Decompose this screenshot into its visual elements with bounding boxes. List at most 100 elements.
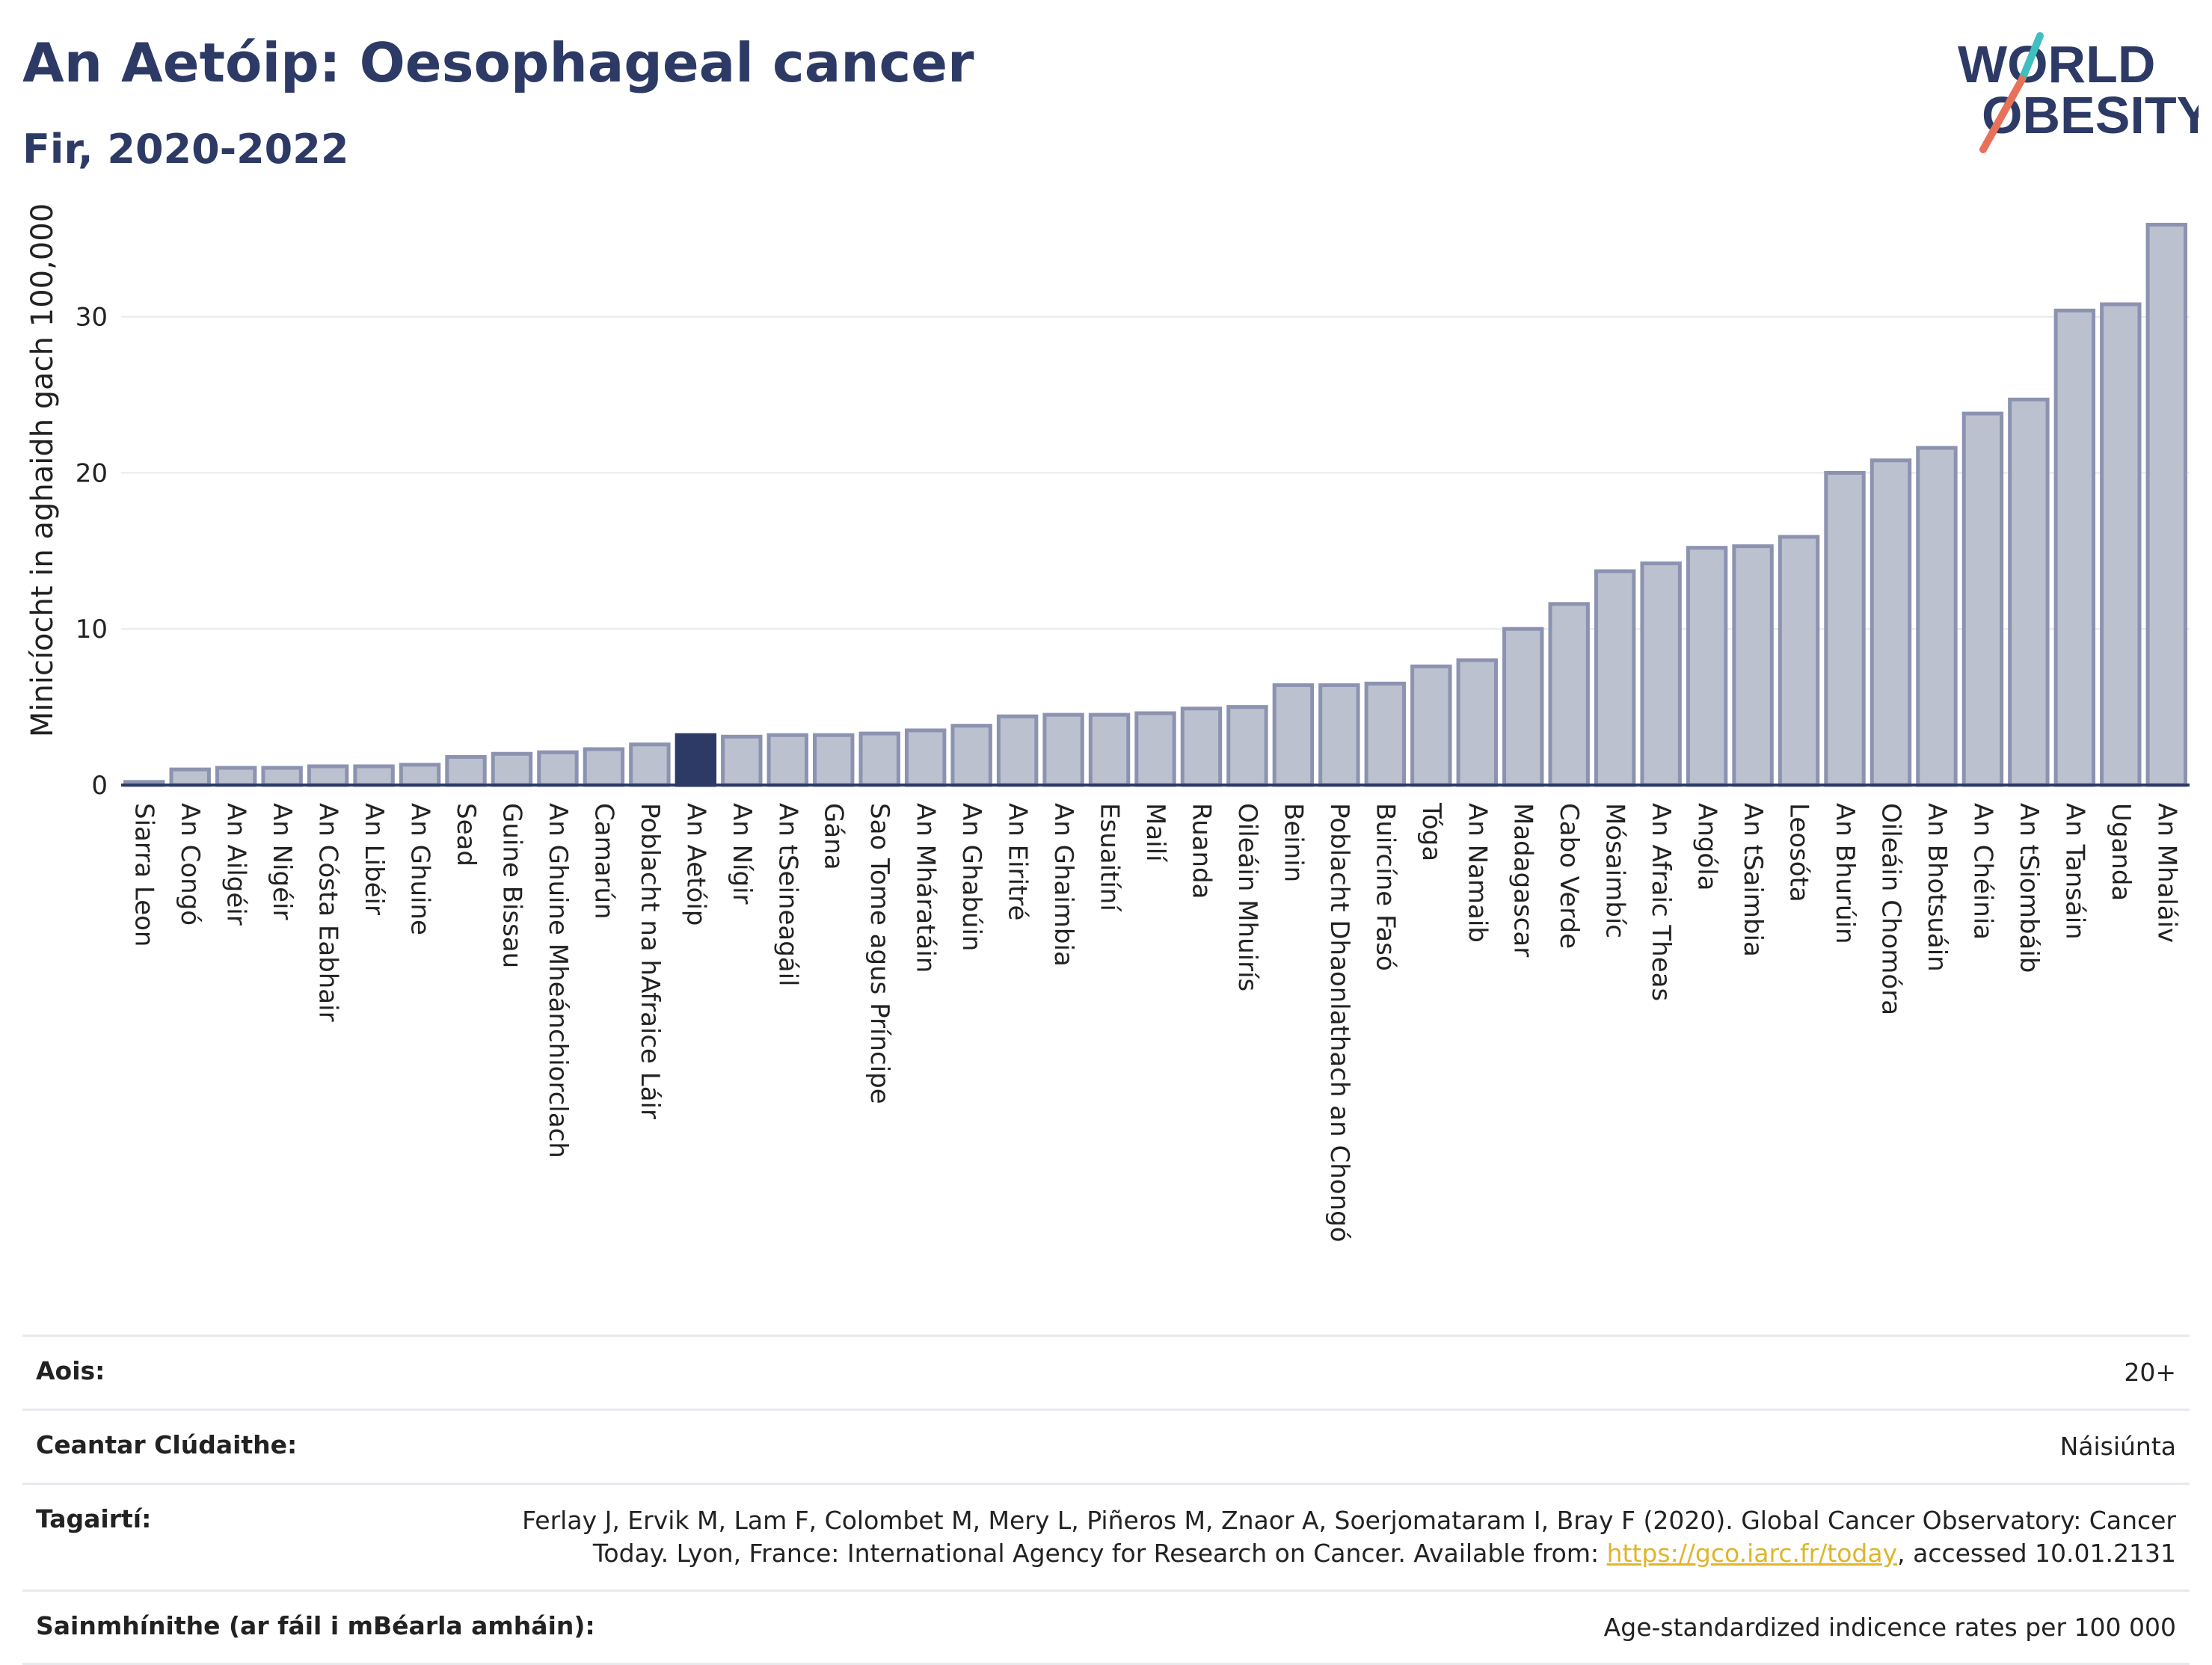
- x-tick-label: An Bhurúin: [1830, 803, 1860, 944]
- x-tick-label: Madagascar: [1508, 803, 1538, 957]
- references-link[interactable]: https://gco.iarc.fr/today: [1607, 1539, 1897, 1568]
- x-tick-label: Sao Tome agus Príncipe: [864, 803, 894, 1104]
- x-tick-label: Poblacht na hAfraice Láir: [635, 803, 665, 1119]
- x-tick-label: Poblacht Dhaonlathach an Chongó: [1324, 803, 1354, 1243]
- x-tick-label: An Afraic Theas: [1646, 803, 1676, 1001]
- bar: [677, 735, 714, 785]
- bar: [1550, 604, 1588, 785]
- bar: [2148, 225, 2185, 785]
- bar: [1274, 685, 1312, 785]
- y-tick-label: 10: [76, 615, 108, 644]
- x-tick-label: Esuaitíní: [1095, 803, 1125, 912]
- bar: [401, 765, 438, 785]
- bar: [263, 768, 301, 785]
- coverage-label: Ceantar Clúdaithe:: [36, 1430, 297, 1459]
- references-label: Tagairtí:: [36, 1504, 151, 1533]
- age-value: 20+: [2124, 1356, 2176, 1389]
- bar: [769, 735, 806, 785]
- references-text-2: Today. Lyon, France: International Agenc…: [593, 1539, 1607, 1568]
- x-tick-label: Cabo Verde: [1554, 803, 1584, 949]
- age-label: Aois:: [36, 1356, 105, 1385]
- bar: [906, 730, 944, 785]
- x-tick-label: An Ghuine: [405, 803, 435, 935]
- x-tick-label: An Cósta Eabhair: [313, 803, 343, 1022]
- y-tick-label: 20: [76, 458, 108, 488]
- x-tick-label: An Mhaláiv: [2151, 803, 2181, 943]
- x-tick-label: An Ghaimbia: [1048, 803, 1078, 967]
- bar: [355, 766, 393, 785]
- bar: [1918, 448, 1956, 785]
- bar: [861, 733, 898, 785]
- bar: [1780, 537, 1817, 785]
- x-tick-label: An Eiritré: [1003, 803, 1033, 920]
- bar: [631, 745, 669, 785]
- y-tick-label: 0: [91, 771, 108, 801]
- bar-chart: 0 10 20 30 Minicíocht in aghaidh gach 100,00…: [0, 0, 2212, 1331]
- x-tick-label: Guine Bissau: [497, 803, 526, 968]
- x-tick-label: An Nigéir: [267, 803, 297, 920]
- x-tick-label: Ruanda: [1186, 803, 1216, 899]
- x-tick-label: An Tansáin: [2059, 803, 2089, 940]
- bar: [953, 726, 990, 785]
- bar: [998, 716, 1036, 785]
- x-tick-label: An Ailgéir: [221, 803, 251, 926]
- bar: [1964, 413, 2001, 785]
- bar: [1182, 709, 1220, 785]
- bar: [1872, 461, 1909, 785]
- bar: [1413, 666, 1450, 785]
- bar: [1137, 713, 1174, 785]
- x-tick-label: An tSaimbia: [1738, 803, 1768, 957]
- bar: [1688, 548, 1725, 785]
- x-tick-label: An Mháratáin: [911, 803, 941, 973]
- x-tick-label: An tSiombáib: [2014, 803, 2044, 973]
- definitions-label: Sainmhínithe (ar fáil i mBéarla amháin):: [36, 1611, 595, 1640]
- bar: [1734, 547, 1772, 785]
- x-tick-label: Angóla: [1692, 803, 1722, 890]
- bar: [447, 757, 485, 785]
- x-tick-label: An Congó: [175, 803, 205, 926]
- references-text-1: Ferlay J, Ervik M, Lam F, Colombet M, Me…: [522, 1506, 2176, 1535]
- bar: [1090, 715, 1128, 785]
- bar: [309, 766, 346, 785]
- bar: [585, 749, 622, 785]
- definitions-value: Age-standardized indicence rates per 100…: [1604, 1611, 2176, 1644]
- bar: [493, 754, 530, 785]
- x-tick-label: An Ghabúin: [956, 803, 986, 951]
- bar: [1596, 571, 1633, 785]
- x-tick-label: Oileáin Chomóra: [1875, 803, 1905, 1015]
- bar: [1458, 660, 1496, 785]
- x-tick-label: An Bhotsuáin: [1922, 803, 1952, 972]
- bar: [1045, 715, 1082, 785]
- bar: [2056, 310, 2093, 785]
- y-axis-label: Minicíocht in aghaidh gach 100,000: [25, 203, 60, 737]
- references-text-3: , accessed 10.01.2131: [1897, 1539, 2176, 1568]
- x-tick-label: Camarún: [589, 803, 618, 920]
- x-tick-label: Oileáin Mhuirís: [1232, 803, 1262, 991]
- x-tick-label: An Libéir: [359, 803, 389, 915]
- x-tick-label: An Aetóip: [681, 803, 710, 926]
- bar: [171, 769, 209, 785]
- x-tick-label: Buircíne Fasó: [1370, 803, 1400, 971]
- y-tick-label: 30: [76, 303, 108, 333]
- info-row-age: Aois: 20+: [22, 1337, 2190, 1411]
- info-table: Aois: 20+ Ceantar Clúdaithe: Náisiúnta T…: [22, 1335, 2190, 1665]
- x-tick-label: An Ghuine Mheánchiorclach: [543, 803, 573, 1158]
- references-value: Ferlay J, Ervik M, Lam F, Colombet M, Me…: [522, 1504, 2176, 1570]
- x-tick-label: Gána: [819, 803, 849, 870]
- bar: [1642, 564, 1680, 785]
- coverage-value: Náisiúnta: [2060, 1430, 2176, 1463]
- bar: [1229, 707, 1266, 785]
- x-tick-label: Tóga: [1416, 802, 1446, 861]
- bar: [723, 736, 761, 785]
- info-row-definitions: Sainmhínithe (ar fáil i mBéarla amháin):…: [22, 1592, 2190, 1665]
- bar: [1505, 629, 1542, 785]
- bar: [815, 735, 852, 785]
- x-tick-label: An tSeineagáil: [772, 803, 802, 987]
- x-tick-label: An Chéinia: [1967, 803, 1997, 940]
- bar: [1826, 473, 1864, 785]
- x-tick-label: Uganda: [2106, 803, 2136, 901]
- x-tick-label: An Nígir: [727, 803, 757, 905]
- x-tick-label: Mósaimbíc: [1600, 803, 1630, 938]
- bar: [539, 752, 577, 785]
- info-row-coverage: Ceantar Clúdaithe: Náisiúnta: [22, 1411, 2190, 1485]
